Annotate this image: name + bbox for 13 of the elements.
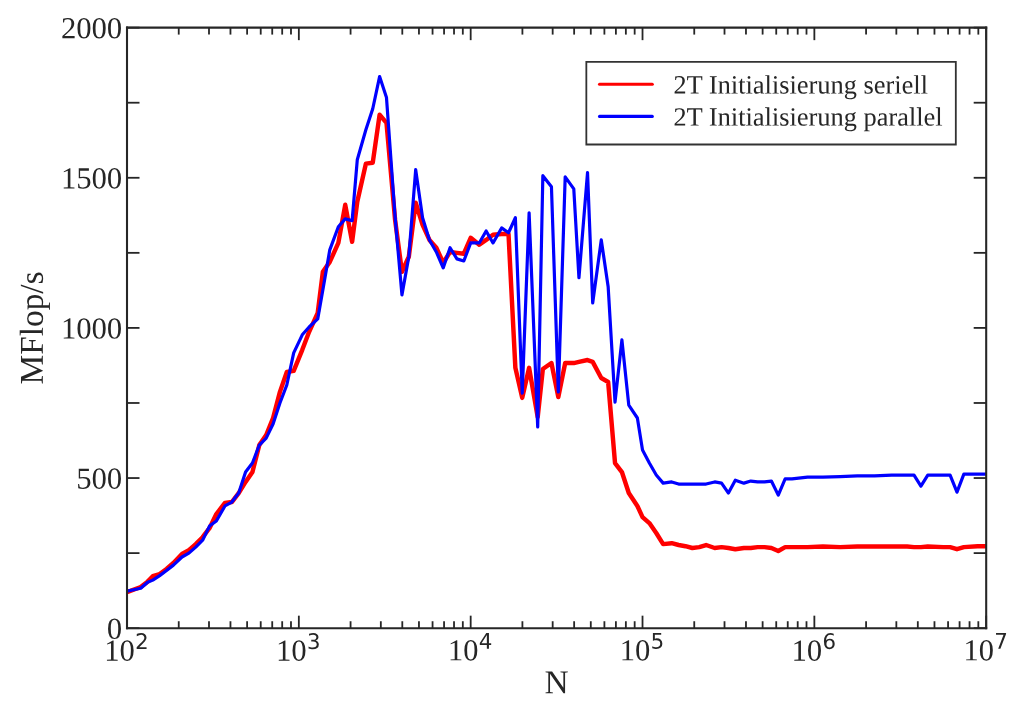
y-tick-label: 1000 xyxy=(63,318,121,339)
x-tick-label: 10$^{6}$ xyxy=(794,633,835,661)
x-tick-label: 10$^{3}$ xyxy=(278,633,319,661)
x-tick-label: 10$^{5}$ xyxy=(622,633,663,661)
x-tick-label: 10$^{4}$ xyxy=(450,633,492,661)
y-tick-label: 500 xyxy=(78,468,121,489)
y-tick-label: 1500 xyxy=(63,168,121,189)
y-axis-title: MFlop/s xyxy=(19,272,50,384)
x-axis-title: N xyxy=(545,671,568,694)
legend-label: 2T Initialisierung seriell xyxy=(674,75,928,100)
y-tick-label: 2000 xyxy=(62,17,121,39)
x-tick-label: 10$^{7}$ xyxy=(966,633,1007,661)
legend-label: 2T Initialisierung parallel xyxy=(674,107,943,132)
